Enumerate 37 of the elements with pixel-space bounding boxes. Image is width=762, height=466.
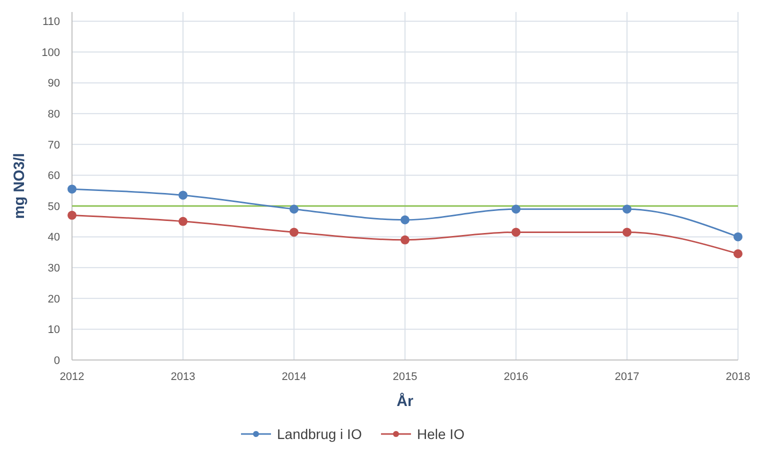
- x-tick-label: 2017: [614, 371, 640, 383]
- x-axis-title: År: [396, 392, 414, 410]
- x-tick-label: 2015: [392, 371, 418, 383]
- y-tick-label: 40: [48, 232, 60, 244]
- y-tick-label: 100: [42, 46, 60, 59]
- y-tick-label: 0: [54, 354, 60, 367]
- x-tick-label: 2012: [60, 371, 84, 383]
- legend-label: Landbrug i IO: [277, 426, 362, 442]
- y-tick-label: 80: [48, 108, 60, 120]
- x-tick-label: 2016: [504, 371, 528, 383]
- legend-label: Hele IO: [417, 426, 465, 442]
- point: [734, 249, 742, 258]
- point: [622, 204, 632, 214]
- y-tick-label: 60: [48, 170, 60, 182]
- point: [178, 216, 188, 226]
- point: [512, 228, 520, 237]
- y-tick-label: 50: [48, 200, 60, 213]
- y-tick-label: 90: [48, 78, 60, 90]
- point: [68, 210, 76, 220]
- point: [622, 228, 632, 237]
- x-tick-label: 2014: [282, 371, 306, 383]
- point: [290, 204, 298, 214]
- x-tick-label: 2013: [170, 371, 196, 383]
- y-tick-label: 70: [48, 139, 60, 152]
- point: [400, 235, 410, 244]
- point: [68, 184, 76, 194]
- y-tick-label: 10: [48, 324, 60, 336]
- point: [734, 232, 742, 242]
- point: [178, 190, 188, 200]
- x-tick-label: 2018: [726, 371, 750, 383]
- y-tick-label: 110: [42, 16, 60, 28]
- y-axis-title: mg NO3/l: [11, 153, 28, 219]
- y-tick-label: 20: [48, 293, 60, 306]
- point: [400, 215, 410, 224]
- point: [290, 228, 298, 237]
- point: [512, 204, 520, 214]
- y-tick-label: 30: [48, 262, 60, 274]
